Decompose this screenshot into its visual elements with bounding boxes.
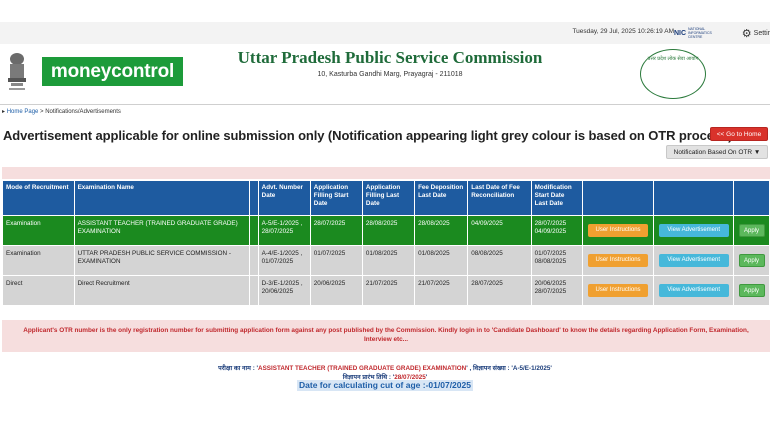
apply-button[interactable]: Apply xyxy=(738,284,765,297)
advt-prefix: ' , विज्ञापन संख्या : ' xyxy=(466,365,513,372)
view-advertisement-button[interactable]: View Advertisement xyxy=(658,284,729,297)
user-instructions-button[interactable]: User Instructions xyxy=(588,254,649,267)
cell-start: 28/07/2025 xyxy=(309,215,363,246)
col-spacer xyxy=(249,180,259,216)
cell-exam: UTTAR PRADESH PUBLIC SERVICE COMMISSION … xyxy=(73,245,251,276)
cell-last: 21/07/2025 xyxy=(361,275,416,306)
start-prefix: विज्ञापन प्रारंभ तिथि : ' xyxy=(342,374,395,381)
cell-fee-reconciliation: 08/08/2025 xyxy=(467,245,532,276)
advt-suffix: ' xyxy=(550,365,552,372)
moneycontrol-logo: moneycontrol xyxy=(42,57,183,86)
site-title: Uttar Pradesh Public Service Commission xyxy=(237,48,543,67)
site-header: moneycontrol Uttar Pradesh Public Servic… xyxy=(0,44,770,105)
nic-logo-sub: NATIONAL INFORMATICS CENTRE xyxy=(688,27,712,39)
col-last: Application Filling Last Date xyxy=(361,180,416,216)
cell-exam: ASSISTANT TEACHER (TRAINED GRADUATE GRAD… xyxy=(73,215,251,246)
cell-modification: 28/07/2025 04/09/2025 xyxy=(530,215,583,246)
col-fee-reconciliation: Last Date of Fee Reconciliation xyxy=(467,180,532,216)
cell-fee-deposition: 28/08/2025 xyxy=(414,215,469,246)
col-modification: Modification Start Date Last Date xyxy=(530,180,583,216)
gear-icon: ⚙ xyxy=(741,28,752,40)
col-view xyxy=(653,180,735,216)
national-emblem-icon xyxy=(8,53,26,90)
col-apply xyxy=(733,180,770,216)
col-advt: Advt. Number Date xyxy=(257,180,311,216)
cell-last: 01/08/2025 xyxy=(361,245,416,276)
cell-exam: Direct Recruitment xyxy=(73,275,251,306)
cell-spacer xyxy=(249,245,259,276)
cell-spacer xyxy=(249,215,259,246)
table-header-row: Mode of Recruitment Examination Name Adv… xyxy=(2,180,770,216)
apply-button[interactable]: Apply xyxy=(738,254,765,267)
breadcrumb-current: > Notifications/Advertisements xyxy=(38,109,121,115)
settings-label: Settir xyxy=(753,30,770,37)
cell-instructions: User Instructions xyxy=(581,275,655,306)
go-to-home-button[interactable]: << Go to Home xyxy=(710,127,768,141)
page-title: Advertisement applicable for online subm… xyxy=(3,128,733,143)
cell-advt: A-5/E-1/2025 , 28/07/2025 xyxy=(257,215,311,246)
cell-advt: A-4/E-1/2025 , 01/07/2025 xyxy=(257,245,311,276)
col-start: Application Filling Start Date xyxy=(309,180,363,216)
nic-logo-text: NIC xyxy=(673,29,687,37)
cell-instructions: User Instructions xyxy=(581,215,655,246)
cell-fee-deposition: 01/08/2025 xyxy=(414,245,469,276)
col-mode: Mode of Recruitment xyxy=(2,180,75,216)
cell-start: 01/07/2025 xyxy=(309,245,363,276)
selected-exam-line: परीक्षा का नाम : 'ASSISTANT TEACHER (TRA… xyxy=(0,363,770,372)
cell-view: View Advertisement xyxy=(653,245,735,276)
settings-button[interactable]: ⚙ Settir xyxy=(742,27,770,40)
cell-fee-deposition: 21/07/2025 xyxy=(414,275,469,306)
cell-fee-reconciliation: 04/09/2025 xyxy=(467,215,532,246)
breadcrumb-arrow-icon: ▸ xyxy=(2,109,7,115)
top-bar: Tuesday, 29 Jul, 2025 10:26:19 AM NIC NA… xyxy=(0,22,770,44)
col-instructions xyxy=(581,180,655,216)
view-advertisement-button[interactable]: View Advertisement xyxy=(658,254,729,267)
exam-name: ASSISTANT TEACHER (TRAINED GRADUATE GRAD… xyxy=(258,365,467,372)
cell-apply: Apply xyxy=(733,275,770,306)
cell-last: 28/08/2025 xyxy=(361,215,416,246)
col-exam: Examination Name xyxy=(73,180,251,216)
cell-modification: 01/07/2025 08/08/2025 xyxy=(530,245,583,276)
cell-mode: Examination xyxy=(2,215,75,246)
user-instructions-button[interactable]: User Instructions xyxy=(588,224,649,237)
table-row: Examination UTTAR PRADESH PUBLIC SERVICE… xyxy=(2,245,770,276)
table-row: Examination ASSISTANT TEACHER (TRAINED G… xyxy=(2,215,770,246)
nic-logo: NIC NATIONAL INFORMATICS CENTRE xyxy=(673,27,712,39)
age-cutoff-date: Date for calculating cut of age :-01/07/… xyxy=(297,380,473,391)
cell-mode: Examination xyxy=(2,245,75,276)
start-date: 28/07/2025 xyxy=(394,374,426,381)
datetime: Tuesday, 29 Jul, 2025 10:26:19 AM xyxy=(572,28,674,35)
cell-view: View Advertisement xyxy=(653,275,735,306)
table-row: Direct Direct Recruitment D-3/E-1/2025 ,… xyxy=(2,275,770,306)
otr-notice: Applicant's OTR number is the only regis… xyxy=(2,320,770,352)
view-advertisement-button[interactable]: View Advertisement xyxy=(658,224,729,237)
seal-text: उत्तर प्रदेश लोक सेवा आयोग xyxy=(647,56,699,62)
col-fee-deposition: Fee Deposition Last Date xyxy=(414,180,469,216)
start-suffix: ' xyxy=(425,374,428,381)
cell-modification: 20/06/2025 28/07/2025 xyxy=(530,275,583,306)
notification-otr-dropdown[interactable]: Notification Based On OTR ▼ xyxy=(666,145,768,159)
exam-prefix: परीक्षा का नाम : ' xyxy=(218,365,259,372)
cell-view: View Advertisement xyxy=(653,215,735,246)
advt-start-line: विज्ञापन प्रारंभ तिथि : '28/07/2025' xyxy=(0,372,770,381)
cell-mode: Direct xyxy=(2,275,75,306)
user-instructions-button[interactable]: User Instructions xyxy=(588,284,649,297)
breadcrumb-home-link[interactable]: Home Page xyxy=(6,109,39,115)
cell-fee-reconciliation: 28/07/2025 xyxy=(467,275,532,306)
table-top-band xyxy=(2,167,770,179)
advt-number: A-5/E-1/2025 xyxy=(512,365,551,372)
commission-seal: उत्तर प्रदेश लोक सेवा आयोग xyxy=(640,49,706,99)
breadcrumb: ▸ Home Page > Notifications/Advertisemen… xyxy=(2,108,121,115)
cell-advt: D-3/E-1/2025 , 20/06/2025 xyxy=(257,275,311,306)
advertisement-table: Mode of Recruitment Examination Name Adv… xyxy=(2,180,770,306)
cell-instructions: User Instructions xyxy=(581,245,655,276)
cell-spacer xyxy=(249,275,259,306)
apply-button[interactable]: Apply xyxy=(738,224,765,237)
cell-start: 20/06/2025 xyxy=(309,275,363,306)
cell-apply: Apply xyxy=(733,245,770,276)
cell-apply: Apply xyxy=(733,215,770,246)
site-address: 10, Kasturba Gandhi Marg, Prayagraj - 21… xyxy=(317,71,463,78)
